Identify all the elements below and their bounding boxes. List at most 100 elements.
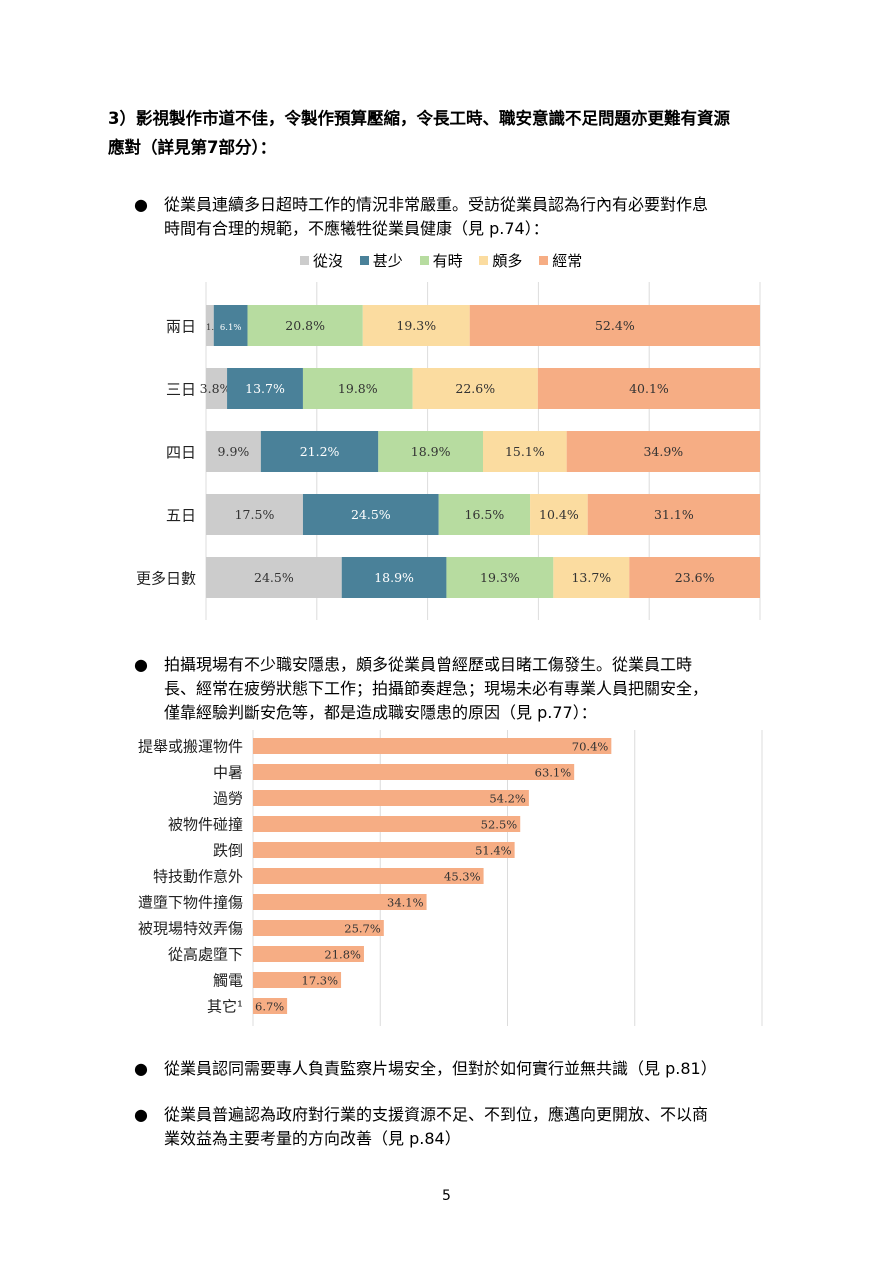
bar-segment bbox=[206, 368, 228, 409]
category-label: 三日 bbox=[166, 381, 196, 399]
bar bbox=[253, 972, 342, 988]
data-label: 13.7% bbox=[245, 381, 285, 396]
data-label: 19.3% bbox=[480, 570, 520, 585]
bar bbox=[253, 946, 364, 962]
bar-segment bbox=[553, 557, 630, 598]
bar bbox=[253, 868, 484, 884]
data-label: 19.3% bbox=[396, 318, 436, 333]
category-label: 過勞 bbox=[213, 790, 243, 808]
bullet-text-line: 從業員認同需要專人負責監察片場安全，但對於如何實行並無共識（見 p.81） bbox=[164, 1059, 717, 1078]
bar-segment bbox=[537, 368, 760, 409]
bar bbox=[253, 894, 427, 910]
bullet-text-line: 從業員連續多日超時工作的情況非常嚴重。受訪從業員認為行內有必要對作息 bbox=[164, 195, 709, 214]
bar bbox=[253, 738, 612, 754]
data-label: 21.8% bbox=[324, 948, 361, 962]
category-label: 中暑 bbox=[213, 764, 243, 782]
bullet-dot: ● bbox=[134, 1059, 148, 1078]
chart-legend: 從沒 甚少 有時 頗多 經常 bbox=[300, 250, 584, 271]
bar-segment bbox=[341, 557, 447, 598]
category-label: 被物件碰撞 bbox=[168, 816, 243, 834]
data-label: 20.8% bbox=[285, 318, 325, 333]
bullet-text-line: 業效益為主要考量的方向改善（見 p.84） bbox=[164, 1129, 461, 1148]
data-label: 24.5% bbox=[254, 570, 294, 585]
data-label: 54.2% bbox=[489, 792, 526, 806]
data-label: 25.7% bbox=[344, 922, 381, 936]
data-label: 51.4% bbox=[475, 844, 512, 858]
data-label: 10.4% bbox=[539, 507, 579, 522]
data-label: 31.1% bbox=[654, 507, 694, 522]
category-label: 特技動作意外 bbox=[153, 868, 243, 886]
bar-segment bbox=[362, 305, 470, 346]
legend-swatch-rarely bbox=[359, 256, 369, 265]
bar-segment bbox=[438, 494, 531, 535]
legend-label-always: 經常 bbox=[552, 252, 583, 270]
data-label: 70.4% bbox=[572, 740, 609, 754]
bullet-dot: ● bbox=[134, 1105, 148, 1124]
legend-swatch-often bbox=[479, 256, 489, 265]
bullet-text-line: 僅靠經驗判斷安危等，都是造成職安隱患的原因（見 p.77）： bbox=[164, 703, 597, 722]
bar-segment bbox=[378, 431, 483, 472]
data-label: 16.5% bbox=[465, 507, 505, 522]
category-label: 兩日 bbox=[166, 318, 196, 336]
bullet-text-line: 時間有合理的規範，不應犧牲從業員健康（見 p.74）： bbox=[164, 219, 549, 238]
bar-segment bbox=[446, 557, 554, 598]
data-label: 6.1% bbox=[220, 323, 242, 333]
legend-swatch-always bbox=[539, 256, 549, 265]
bar-segment bbox=[412, 368, 538, 409]
bar bbox=[253, 842, 515, 858]
bar-segment bbox=[206, 557, 342, 598]
bar-segment bbox=[206, 305, 214, 346]
data-label: 18.9% bbox=[374, 570, 414, 585]
bar-segment bbox=[469, 305, 760, 346]
bar-segment bbox=[213, 305, 248, 346]
bar-segment bbox=[227, 368, 303, 409]
data-label: 17.3% bbox=[302, 974, 339, 988]
bar-segment bbox=[260, 431, 379, 472]
data-label: 63.1% bbox=[535, 766, 572, 780]
data-label: 34.9% bbox=[643, 444, 683, 459]
section-heading: 3）影視製作市道不佳，令製作預算壓縮，令長工時、職安意識不足問題亦更難有資源 應… bbox=[108, 104, 798, 162]
bar bbox=[253, 920, 384, 936]
data-label: 17.5% bbox=[235, 507, 275, 522]
bar-segment bbox=[302, 494, 439, 535]
bar-segment bbox=[629, 557, 760, 598]
section-heading-line-2: 應對（詳見第7部分）： bbox=[108, 138, 277, 157]
bullet-text-line: 長、經常在疲勞狀態下工作；拍攝節奏趕急；現場未必有專業人員把關安全， bbox=[164, 679, 709, 698]
page-number: 5 bbox=[442, 1188, 451, 1204]
bar bbox=[253, 790, 529, 806]
legend-swatch-sometimes bbox=[419, 256, 429, 265]
data-label: 23.6% bbox=[675, 570, 715, 585]
data-label: 22.6% bbox=[455, 381, 495, 396]
data-label: 24.5% bbox=[351, 507, 391, 522]
legend-label-never: 從沒 bbox=[313, 252, 344, 270]
bar-segment bbox=[302, 368, 413, 409]
section-heading-line-1: 3）影視製作市道不佳，令製作預算壓縮，令長工時、職安意識不足問題亦更難有資源 bbox=[108, 109, 730, 128]
data-label: 13.7% bbox=[571, 570, 611, 585]
bullet-text-line: 拍攝現場有不少職安隱患，頗多從業員曾經歷或目睹工傷發生。從業員工時 bbox=[164, 655, 693, 674]
data-label: 18.9% bbox=[411, 444, 451, 459]
category-label: 更多日數 bbox=[136, 570, 196, 588]
data-label: 9.9% bbox=[218, 444, 250, 459]
bar bbox=[253, 998, 288, 1014]
data-label: 3.8% bbox=[200, 381, 232, 396]
data-label: 6.7% bbox=[255, 1000, 284, 1014]
bar-segment bbox=[206, 431, 261, 472]
data-label: 19.8% bbox=[338, 381, 378, 396]
bar bbox=[253, 816, 521, 832]
bar-segment bbox=[483, 431, 567, 472]
category-label: 從高處墮下 bbox=[168, 946, 243, 964]
category-label: 被現場特效弄傷 bbox=[138, 920, 243, 938]
bar-segment bbox=[566, 431, 760, 472]
bar-segment bbox=[530, 494, 588, 535]
legend-label-sometimes: 有時 bbox=[432, 252, 463, 270]
category-label: 跌倒 bbox=[213, 842, 243, 860]
bullet-dot: ● bbox=[134, 195, 148, 214]
data-label: 34.1% bbox=[387, 896, 424, 910]
data-label: 21.2% bbox=[300, 444, 340, 459]
legend-swatch-never bbox=[300, 256, 309, 265]
bar-segment bbox=[587, 494, 760, 535]
legend-label-often: 頗多 bbox=[492, 252, 523, 270]
bullet-text-line: 從業員普遍認為政府對行業的支援資源不足、不到位，應邁向更開放、不以商 bbox=[164, 1105, 709, 1124]
category-label: 四日 bbox=[166, 444, 196, 462]
category-label: 觸電 bbox=[213, 972, 243, 990]
